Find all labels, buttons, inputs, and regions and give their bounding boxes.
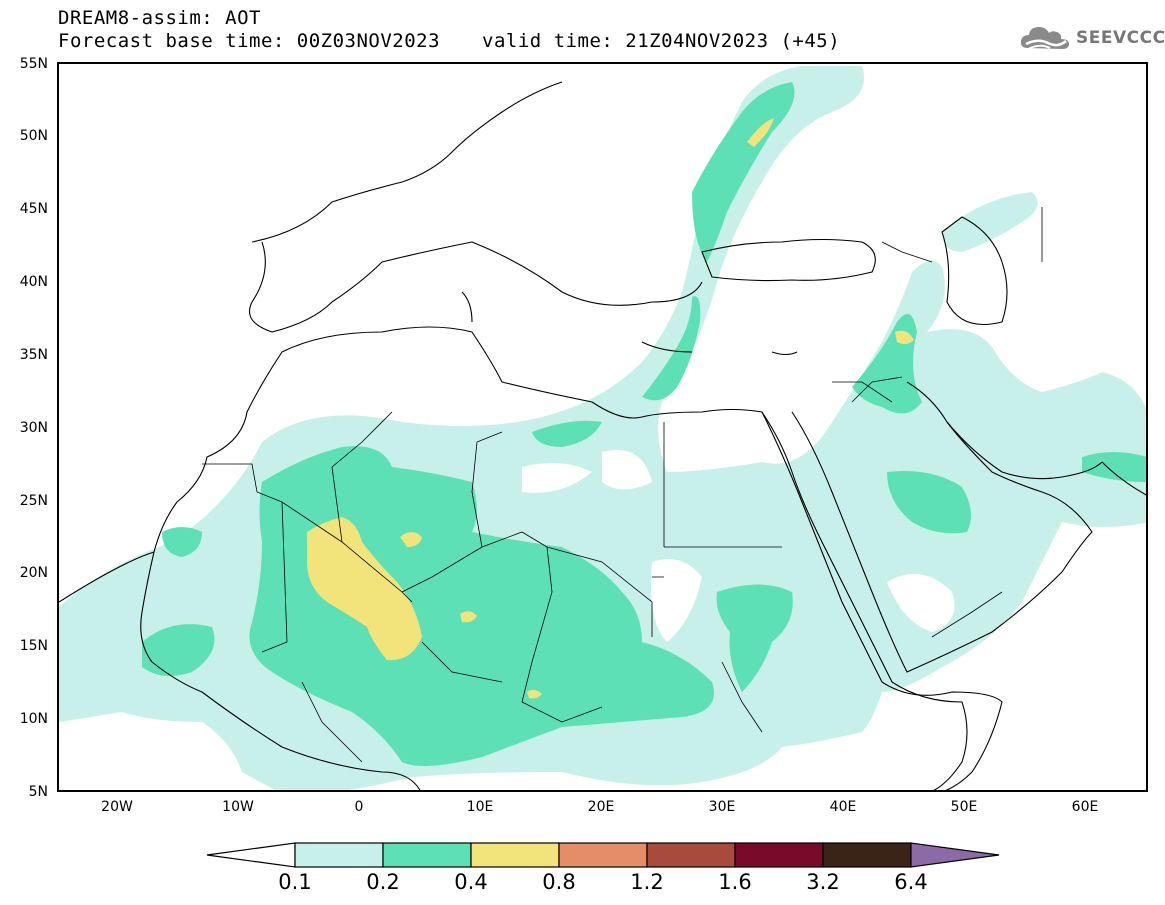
colorbar-segment-1.6 bbox=[734, 842, 824, 868]
seevccc-logo: SEEVCCC bbox=[1018, 22, 1165, 54]
aot-0.4-iraq bbox=[895, 330, 914, 345]
lat-label-5n: 5N bbox=[28, 784, 48, 800]
colorbar-segment-3.2 bbox=[822, 842, 912, 868]
aot-hole-4 bbox=[522, 463, 592, 493]
europe-coastline bbox=[248, 81, 703, 333]
horn-africa-coast bbox=[881, 681, 1003, 790]
cloud-icon bbox=[1020, 27, 1069, 50]
colorbar-label-0.1: 0.1 bbox=[278, 870, 312, 894]
lon-label-60e: 60E bbox=[1071, 799, 1099, 815]
colorbar-label-0.8: 0.8 bbox=[542, 870, 576, 894]
persian-gulf-coast bbox=[946, 421, 1103, 480]
lat-label-30n: 30N bbox=[19, 420, 48, 436]
aot-0.4-niger bbox=[400, 532, 422, 547]
logo-text: SEEVCCC bbox=[1076, 28, 1165, 48]
map-canvas bbox=[59, 66, 1146, 790]
colorbar-segment-0.4 bbox=[470, 842, 560, 868]
colorbar-segment-0.2 bbox=[382, 842, 472, 868]
colorbar-low-arrow bbox=[206, 842, 296, 868]
lon-label-30e: 30E bbox=[708, 799, 736, 815]
aot-field bbox=[59, 66, 1146, 790]
lon-label-50e: 50E bbox=[950, 799, 978, 815]
arabia-coast bbox=[791, 381, 1093, 673]
lon-label-40e: 40E bbox=[829, 799, 857, 815]
aot-0.2-turkey-band bbox=[642, 296, 701, 401]
base-time-label: Forecast base time: 00Z03NOV2023 bbox=[58, 30, 441, 52]
lat-label-15n: 15N bbox=[19, 638, 48, 654]
aot-0.4-cameroon bbox=[527, 689, 542, 699]
aot-0.2-gulf bbox=[1082, 452, 1146, 482]
black-sea-coast bbox=[701, 238, 876, 282]
lat-label-45n: 45N bbox=[19, 201, 48, 217]
coastlines bbox=[59, 81, 1146, 790]
lon-label-10e: 10E bbox=[466, 799, 494, 815]
lat-label-10n: 10N bbox=[19, 711, 48, 727]
colorbar bbox=[206, 842, 1000, 868]
country-borders bbox=[202, 207, 1043, 763]
valid-time-label: valid time: 21Z04NOV2023 (+45) bbox=[482, 30, 841, 52]
aot-0.4-ukraine bbox=[747, 118, 774, 147]
colorbar-label-1.6: 1.6 bbox=[718, 870, 752, 894]
aot-hole-1 bbox=[651, 559, 702, 642]
colorbar-segment-0.1 bbox=[294, 842, 384, 868]
aot-0.4-mali-core bbox=[307, 517, 422, 661]
lon-label-20e: 20E bbox=[587, 799, 615, 815]
colorbar-label-3.2: 3.2 bbox=[806, 870, 840, 894]
aot-0.2-mauritania bbox=[162, 527, 202, 557]
aot-0.2-west-patch bbox=[142, 624, 215, 676]
colorbar-segment-0.8 bbox=[558, 842, 648, 868]
aot-0.2-libya bbox=[532, 420, 602, 447]
aot-0.2-sahara-core bbox=[249, 446, 714, 766]
west-africa-coastline bbox=[140, 551, 421, 790]
lat-label-35n: 35N bbox=[19, 347, 48, 363]
mediterranean-islands bbox=[461, 291, 798, 356]
aot-hole-2 bbox=[887, 574, 955, 632]
lon-label-20w: 20W bbox=[101, 799, 133, 815]
lat-label-50n: 50N bbox=[19, 128, 48, 144]
aot-hole-3 bbox=[602, 450, 652, 490]
aot-0.2-ne-africa bbox=[716, 584, 793, 692]
aot-0.2-arabia bbox=[887, 471, 971, 534]
aot-map bbox=[57, 62, 1148, 792]
colorbar-label-6.4: 6.4 bbox=[894, 870, 928, 894]
lon-label-0: 0 bbox=[354, 799, 364, 815]
red-sea-coast bbox=[761, 411, 883, 683]
caspian-coast bbox=[941, 216, 1008, 326]
lat-label-55n: 55N bbox=[19, 56, 48, 72]
colorbar-segment-1.2 bbox=[646, 842, 736, 868]
iran-coast bbox=[1101, 461, 1146, 496]
lon-label-10w: 10W bbox=[222, 799, 254, 815]
colorbar-label-1.2: 1.2 bbox=[630, 870, 664, 894]
lat-label-40n: 40N bbox=[19, 274, 48, 290]
aot-0.4-chad bbox=[460, 611, 477, 623]
colorbar-label-0.4: 0.4 bbox=[454, 870, 488, 894]
aot-0.1-caspian bbox=[942, 192, 1038, 252]
colorbar-label-0.2: 0.2 bbox=[366, 870, 400, 894]
chart-title: DREAM8-assim: AOT bbox=[58, 7, 261, 29]
lat-label-25n: 25N bbox=[19, 493, 48, 509]
colorbar-high-arrow bbox=[910, 842, 1000, 868]
lat-label-20n: 20N bbox=[19, 565, 48, 581]
africa-coastline bbox=[59, 326, 968, 790]
